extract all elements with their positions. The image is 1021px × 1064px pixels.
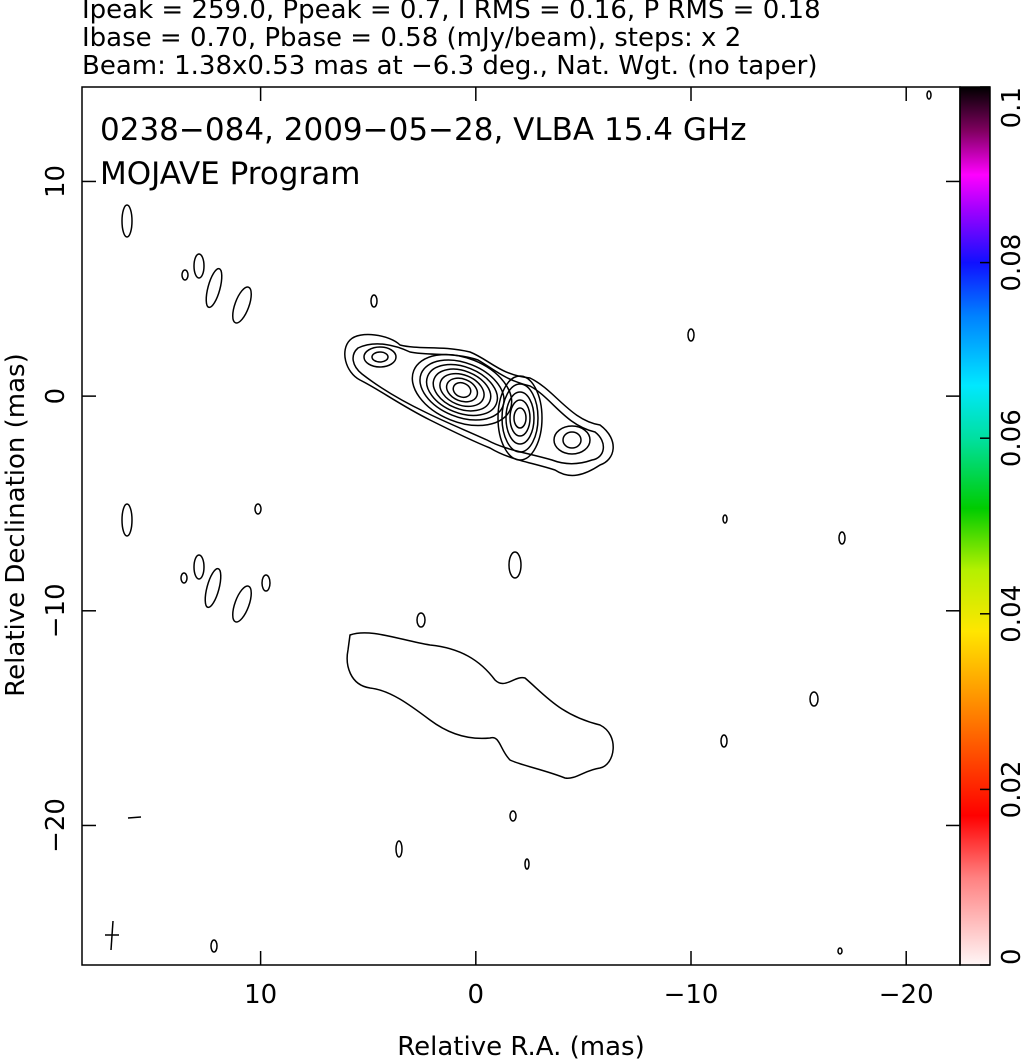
jet-contour <box>344 333 614 477</box>
header-line: Ipeak = 259.0, Ppeak = 0.7, I RMS = 0.16… <box>82 0 821 25</box>
jet-contour <box>363 346 397 368</box>
x-tick-label: −20 <box>879 980 934 1010</box>
sidelobe-contour <box>346 632 614 779</box>
colorbar-tick-label: 0.08 <box>997 234 1021 292</box>
colorbar-tick-label: 0.02 <box>997 760 1021 818</box>
colorbar-tick-label: 0.1 <box>997 87 1021 128</box>
core-contour <box>445 377 479 403</box>
plot-frame <box>81 86 961 966</box>
jet-contour <box>562 431 582 449</box>
colorbar-tick-label: 0 <box>997 948 1021 965</box>
core-contour <box>439 372 485 408</box>
knot-contour <box>505 391 535 445</box>
core-contour <box>432 368 492 412</box>
y-tick-label: 10 <box>41 165 71 198</box>
x-tick-label: 10 <box>244 980 277 1010</box>
core-contour <box>425 363 499 417</box>
beam <box>105 920 119 951</box>
colorbar <box>959 86 991 966</box>
knot-contour <box>509 399 531 437</box>
contours <box>105 90 932 955</box>
chart-title: 0238−084, 2009−05−28, VLBA 15.4 GHz <box>100 112 746 148</box>
y-tick-label: 0 <box>41 388 71 405</box>
knot-contour <box>497 375 543 461</box>
y-tick-label: −10 <box>41 583 71 638</box>
header-line: Ibase = 0.70, Pbase = 0.58 (mJy/beam), s… <box>82 23 741 53</box>
jet-contour <box>371 351 389 363</box>
knot-contour <box>513 407 527 429</box>
y-axis-label: Relative Declination (mas) <box>1 353 31 696</box>
core-contour <box>452 381 472 399</box>
x-axis-label: Relative R.A. (mas) <box>397 1032 644 1060</box>
core-contour <box>411 353 513 427</box>
noise-contours <box>121 90 932 955</box>
x-tick-label: −10 <box>664 980 719 1010</box>
y-tick-label: −20 <box>41 798 71 853</box>
chart-subtitle: MOJAVE Program <box>100 156 360 192</box>
header-line: Beam: 1.38x0.53 mas at −6.3 deg., Nat. W… <box>82 51 818 81</box>
jet-contour <box>553 425 591 455</box>
colorbar-tick-label: 0.04 <box>997 585 1021 643</box>
header: Ipeak = 259.0, Ppeak = 0.7, I RMS = 0.16… <box>82 0 821 81</box>
x-tick-label: 0 <box>468 980 485 1010</box>
knot-contour <box>501 383 539 453</box>
colorbar-tick-label: 0.06 <box>997 409 1021 467</box>
